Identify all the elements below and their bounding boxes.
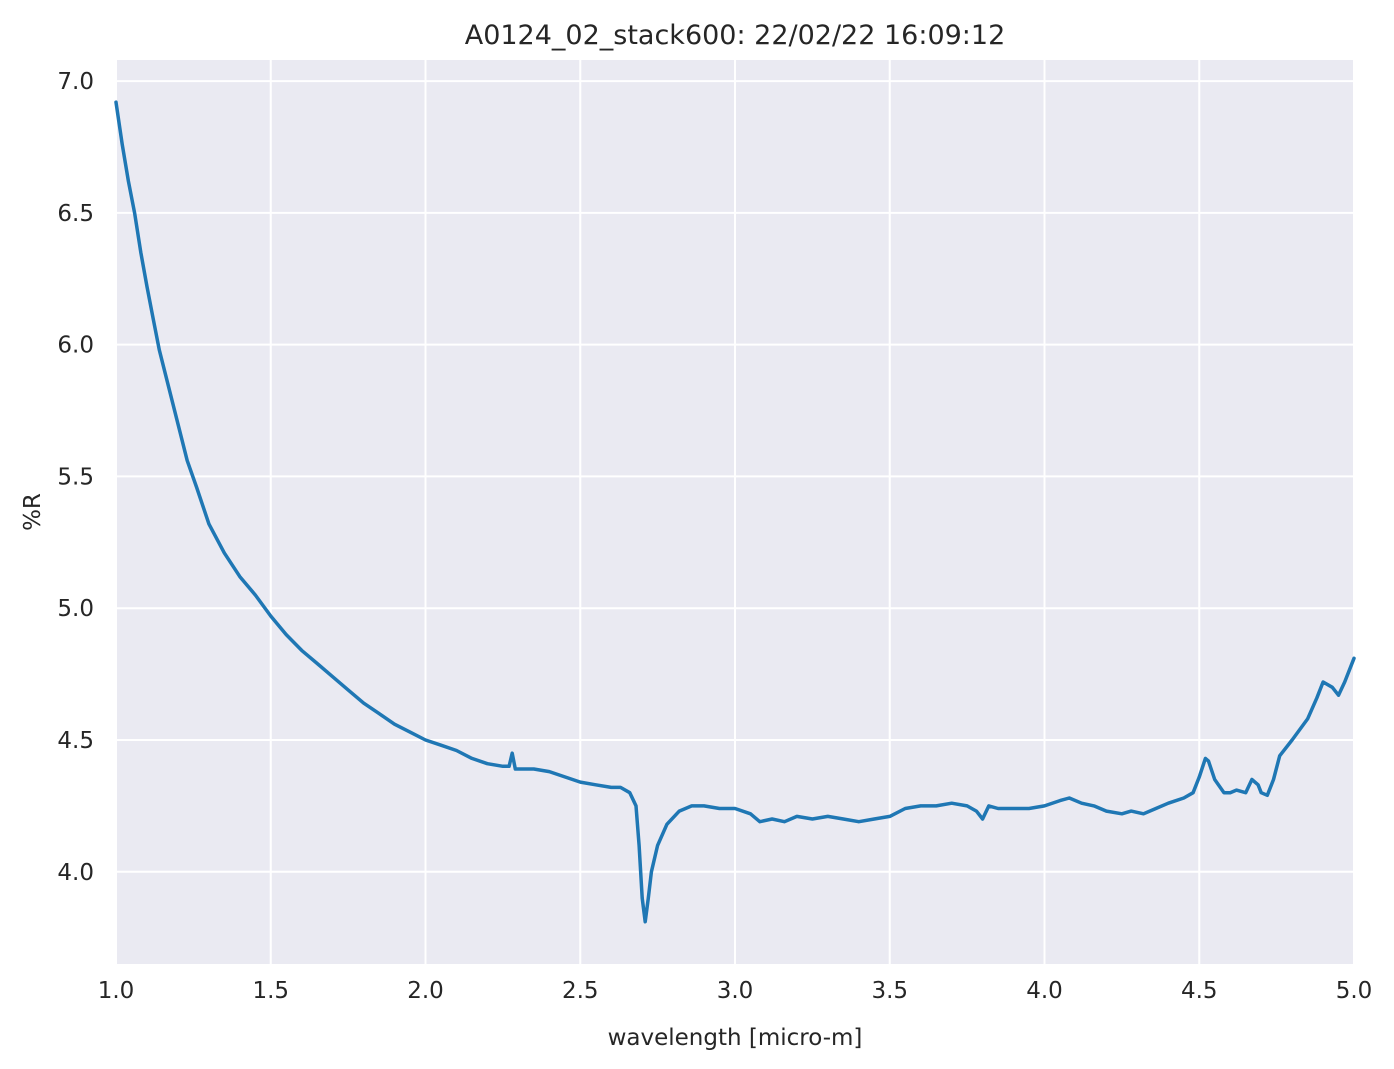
x-tick-label: 3.0	[717, 978, 754, 1004]
x-tick-label: 4.0	[1026, 978, 1063, 1004]
y-tick-label: 6.0	[57, 333, 94, 359]
series-layer	[114, 100, 1356, 924]
x-tick-label: 1.0	[98, 978, 135, 1004]
y-tick-label: 5.0	[57, 596, 94, 622]
x-tick-label: 4.5	[1181, 978, 1218, 1004]
x-tick-label: 3.5	[871, 978, 908, 1004]
y-tick-label: 5.5	[57, 464, 94, 490]
y-gridlines	[116, 80, 1354, 873]
x-tick-label: 1.5	[252, 978, 289, 1004]
x-tick-label: 2.0	[407, 978, 444, 1004]
y-tick-label: 7.0	[57, 69, 94, 95]
series-line	[114, 100, 1356, 924]
y-tick-label: 6.5	[57, 201, 94, 227]
x-axis-title: wavelength [micro-m]	[608, 1025, 863, 1051]
y-tick-labels: 4.0 4.5 5.0 5.5 6.0 6.5 7.0	[57, 69, 94, 886]
x-tick-label: 5.0	[1336, 978, 1373, 1004]
x-gridlines	[115, 60, 1355, 964]
y-axis-title: %R	[20, 493, 46, 531]
y-tick-label: 4.5	[57, 728, 94, 754]
chart-title: A0124_02_stack600: 22/02/22 16:09:12	[465, 20, 1006, 51]
y-tick-label: 4.0	[57, 860, 94, 886]
x-tick-labels: 1.0 1.5 2.0 2.5 3.0 3.5 4.0 4.5 5.0	[98, 978, 1373, 1004]
x-tick-label: 2.5	[562, 978, 599, 1004]
